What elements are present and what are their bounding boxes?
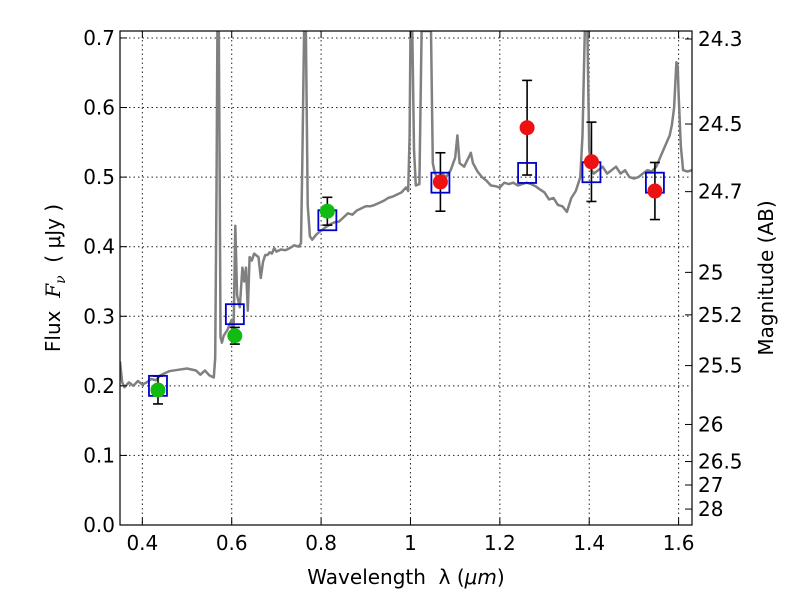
y2-tick-label: 28 bbox=[698, 497, 723, 521]
y2-tick-label: 24.7 bbox=[698, 180, 743, 204]
optical-detection-point bbox=[227, 328, 243, 344]
x-tick-label: 0.6 bbox=[216, 531, 248, 555]
model-photometry-square bbox=[224, 303, 245, 326]
y-axis-label: Flux Fν ( μJy ) bbox=[41, 204, 69, 352]
y2-tick-label: 26.5 bbox=[698, 450, 743, 474]
x-tick-label: 1.6 bbox=[663, 531, 695, 555]
x-tick-label: 1.4 bbox=[573, 531, 605, 555]
model-spectrum-line bbox=[120, 31, 692, 389]
y-tick-label: 0.1 bbox=[83, 443, 115, 467]
x-tick-label: 0.8 bbox=[305, 531, 337, 555]
y-tick-label: 0.3 bbox=[83, 304, 115, 328]
optical-detection-point bbox=[319, 203, 335, 219]
nir-detection-point bbox=[647, 183, 663, 199]
optical-detection-point bbox=[150, 382, 166, 398]
x-axis-label-unit: μm bbox=[464, 565, 497, 589]
y2-tick-label: 27 bbox=[698, 473, 723, 497]
y-tick-label: 0.2 bbox=[83, 374, 115, 398]
y2-tick-label: 24.3 bbox=[698, 27, 743, 51]
plot-frame bbox=[119, 30, 693, 526]
x-axis-label: Wavelength λ (μm) bbox=[307, 565, 504, 589]
nir-detection-point bbox=[583, 154, 599, 170]
y2-axis-label: Magnitude (AB) bbox=[754, 200, 778, 355]
data-markers bbox=[148, 79, 665, 405]
y-tick-label: 0.4 bbox=[83, 235, 115, 259]
ticks bbox=[120, 31, 692, 526]
model-photometry-square bbox=[430, 171, 451, 194]
y2-tick-label: 24.5 bbox=[698, 112, 743, 136]
y-tick-label: 0.5 bbox=[83, 165, 115, 189]
model-photometry-square bbox=[517, 162, 538, 184]
x-tick-label: 1 bbox=[404, 531, 417, 555]
y-axis-label-text: Flux bbox=[41, 298, 65, 352]
y2-tick-label: 25.5 bbox=[698, 354, 743, 378]
y-axis-label-symbol: F bbox=[41, 283, 65, 299]
plot-area bbox=[120, 31, 692, 389]
y2-tick-label: 25 bbox=[698, 260, 723, 284]
x-axis-label-text: Wavelength λ ( bbox=[307, 565, 464, 589]
y-tick-label: 0.7 bbox=[83, 26, 115, 50]
nir-detection-point bbox=[432, 174, 448, 190]
y-axis-label-unit: ( μJy ) bbox=[41, 204, 65, 276]
x-tick-label: 0.4 bbox=[126, 531, 158, 555]
x-axis-label-close: ) bbox=[497, 565, 505, 589]
y-tick-label: 0.0 bbox=[83, 513, 115, 537]
y2-tick-label: 26 bbox=[698, 412, 723, 436]
tick-labels: 0.4 0.6 0.8 1 1.2 1.4 1.6 0.0 0.1 0.2 0.3 0.4 0.5 0.6… bbox=[83, 26, 742, 555]
y-axis-label-sub: ν bbox=[53, 275, 69, 284]
y-tick-label: 0.6 bbox=[83, 96, 115, 120]
nir-detection-point bbox=[519, 120, 535, 136]
grid bbox=[120, 31, 692, 526]
y2-tick-label: 25.2 bbox=[698, 303, 743, 327]
x-tick-label: 1.2 bbox=[484, 531, 516, 555]
